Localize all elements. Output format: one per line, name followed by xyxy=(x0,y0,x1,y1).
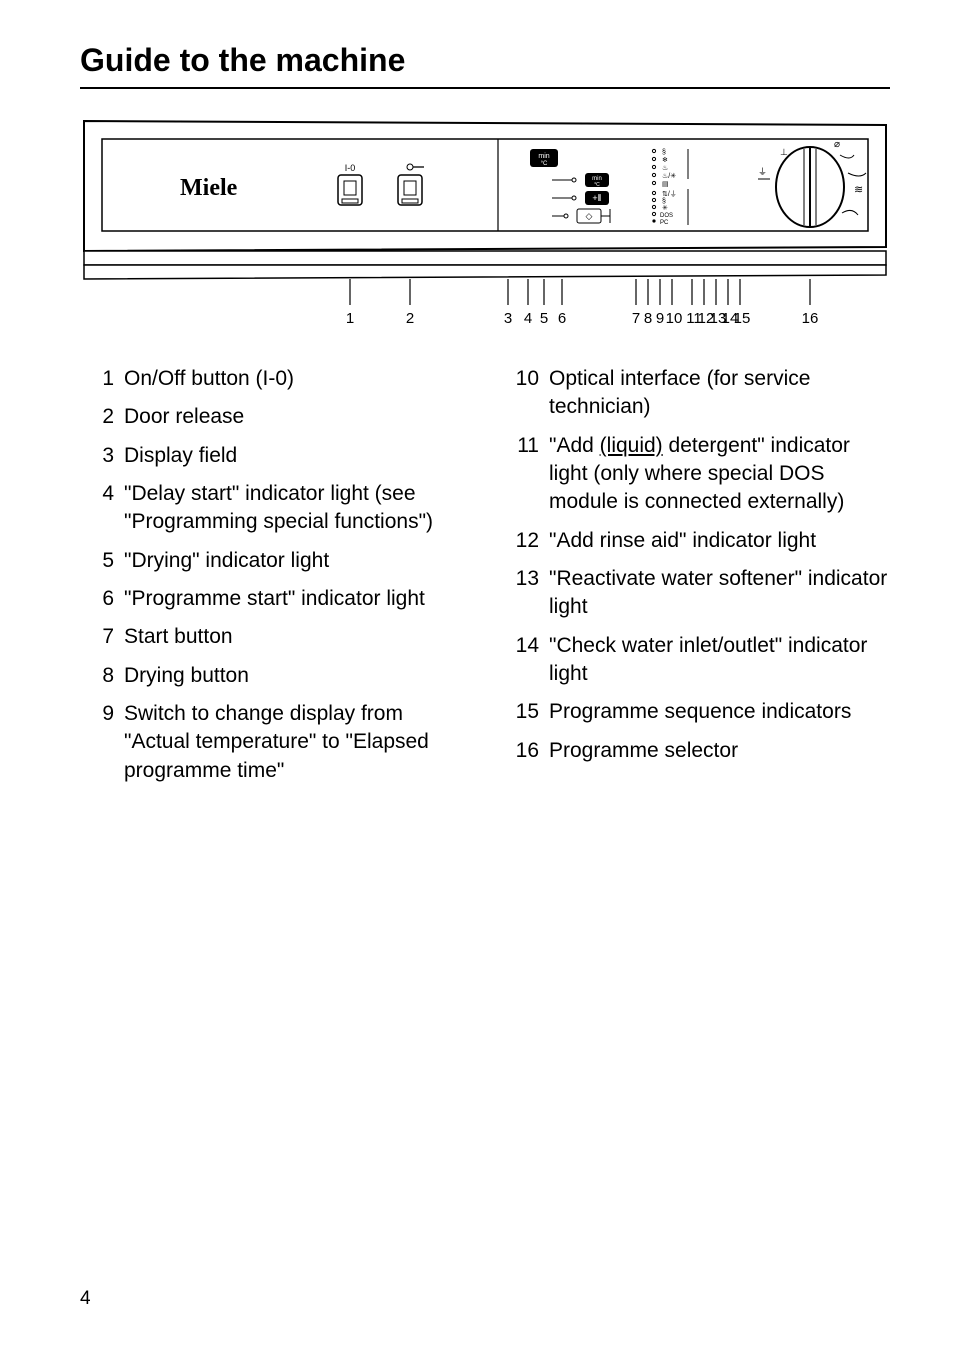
svg-text:♨: ♨ xyxy=(662,164,668,172)
legend-item-number: 8 xyxy=(80,662,124,690)
legend-item: 16Programme selector xyxy=(505,737,890,765)
legend-item-number: 7 xyxy=(80,623,124,651)
page-number: 4 xyxy=(80,1288,91,1310)
legend-item-text: "Check water inlet/outlet" indicator lig… xyxy=(549,632,890,689)
svg-text:✳: ✳ xyxy=(662,204,668,212)
page-title: Guide to the machine xyxy=(80,42,890,79)
legend-item: 1On/Off button (I-0) xyxy=(80,365,465,393)
svg-text:9: 9 xyxy=(656,310,664,327)
svg-text:2: 2 xyxy=(406,310,414,327)
svg-text:7: 7 xyxy=(632,310,640,327)
svg-text:⌀: ⌀ xyxy=(834,139,840,150)
svg-text:§: § xyxy=(662,198,666,205)
legend-item-number: 1 xyxy=(80,365,124,393)
legend-item-number: 3 xyxy=(80,442,124,470)
legend-item-number: 10 xyxy=(505,365,549,422)
legend-item: 2Door release xyxy=(80,403,465,431)
legend-item: 9Switch to change display from "Actual t… xyxy=(80,700,465,785)
legend-item: 5"Drying" indicator light xyxy=(80,547,465,575)
legend-item-text: "Add rinse aid" indicator light xyxy=(549,527,890,555)
svg-text:5: 5 xyxy=(540,310,548,327)
legend-item-number: 4 xyxy=(80,480,124,537)
svg-text:15: 15 xyxy=(734,310,751,327)
svg-text:⇅/⏚: ⇅/⏚ xyxy=(662,190,677,198)
svg-text:°C: °C xyxy=(594,182,600,188)
svg-text:⊥: ⊥ xyxy=(780,147,788,157)
legend-item-number: 14 xyxy=(505,632,549,689)
legend-item: 15Programme sequence indicators xyxy=(505,698,890,726)
svg-text:≋: ≋ xyxy=(854,184,863,196)
machine-diagram: Miele I-0 min °C xyxy=(80,117,890,347)
legend-item-number: 13 xyxy=(505,565,549,622)
legend-item: 8Drying button xyxy=(80,662,465,690)
svg-text:16: 16 xyxy=(802,310,819,327)
display-field-glyph: min °C xyxy=(530,149,558,167)
legend-item-text: On/Off button (I-0) xyxy=(124,365,465,393)
svg-text:DOS: DOS xyxy=(660,213,673,219)
legend-item: 12"Add rinse aid" indicator light xyxy=(505,527,890,555)
svg-text:PC: PC xyxy=(660,220,669,226)
legend-item-number: 12 xyxy=(505,527,549,555)
legend-item-text: Programme selector xyxy=(549,737,890,765)
legend-item-number: 16 xyxy=(505,737,549,765)
svg-text:+⦀: +⦀ xyxy=(592,193,601,203)
legend-item: 13"Reactivate water softener" indicator … xyxy=(505,565,890,622)
title-rule xyxy=(80,87,890,89)
brand-logo: Miele xyxy=(180,175,238,201)
legend-item: 11"Add (liquid) detergent" indicator lig… xyxy=(505,432,890,517)
svg-text:6: 6 xyxy=(558,310,566,327)
legend-item: 3Display field xyxy=(80,442,465,470)
svg-text:3: 3 xyxy=(504,310,512,327)
legend-item-text: Switch to change display from "Actual te… xyxy=(124,700,465,785)
svg-text:§: § xyxy=(662,149,666,156)
legend-item: 6"Programme start" indicator light xyxy=(80,585,465,613)
legend-item-text: "Delay start" indicator light (see "Prog… xyxy=(124,480,465,537)
legend-item: 4"Delay start" indicator light (see "Pro… xyxy=(80,480,465,537)
callout-numbers: 1 2 3 4 5 6 7 8 9 10 11 12 13 14 15 16 xyxy=(346,310,819,327)
svg-text:◇: ◇ xyxy=(586,211,593,221)
svg-text:▤: ▤ xyxy=(662,181,669,188)
legend-item-number: 9 xyxy=(80,700,124,785)
svg-text:8: 8 xyxy=(644,310,652,327)
legend-item-text: "Add (liquid) detergent" indicator light… xyxy=(549,432,890,517)
svg-text:10: 10 xyxy=(666,310,683,327)
legend-item-number: 15 xyxy=(505,698,549,726)
svg-text:min: min xyxy=(538,153,549,160)
legend-item-text: "Reactivate water softener" indicator li… xyxy=(549,565,890,622)
svg-text:1: 1 xyxy=(346,310,354,327)
svg-text:4: 4 xyxy=(524,310,532,327)
legend-item-text: Programme sequence indicators xyxy=(549,698,890,726)
legend-item: 14"Check water inlet/outlet" indicator l… xyxy=(505,632,890,689)
svg-text:I-0: I-0 xyxy=(345,163,356,173)
legend-item-text: "Programme start" indicator light xyxy=(124,585,465,613)
callout-lines xyxy=(350,279,810,305)
legend-item-text: Start button xyxy=(124,623,465,651)
legend-item-text: Door release xyxy=(124,403,465,431)
legend-item-text: Drying button xyxy=(124,662,465,690)
legend-item-text: "Drying" indicator light xyxy=(124,547,465,575)
svg-text:⏚: ⏚ xyxy=(758,167,767,177)
svg-text:❄: ❄ xyxy=(662,156,668,164)
legend-right: 10Optical interface (for service technic… xyxy=(505,365,890,765)
legend-item-number: 5 xyxy=(80,547,124,575)
legend-left: 1On/Off button (I-0)2Door release3Displa… xyxy=(80,365,465,785)
legend-item-number: 2 xyxy=(80,403,124,431)
legend-item-number: 11 xyxy=(505,432,549,517)
legend-item: 10Optical interface (for service technic… xyxy=(505,365,890,422)
svg-text:♨/✳: ♨/✳ xyxy=(662,172,676,180)
legend-item-text: Display field xyxy=(124,442,465,470)
legend-item-number: 6 xyxy=(80,585,124,613)
legend-item-text: Optical interface (for service technicia… xyxy=(549,365,890,422)
svg-text:°C: °C xyxy=(541,161,548,167)
legend-item: 7Start button xyxy=(80,623,465,651)
